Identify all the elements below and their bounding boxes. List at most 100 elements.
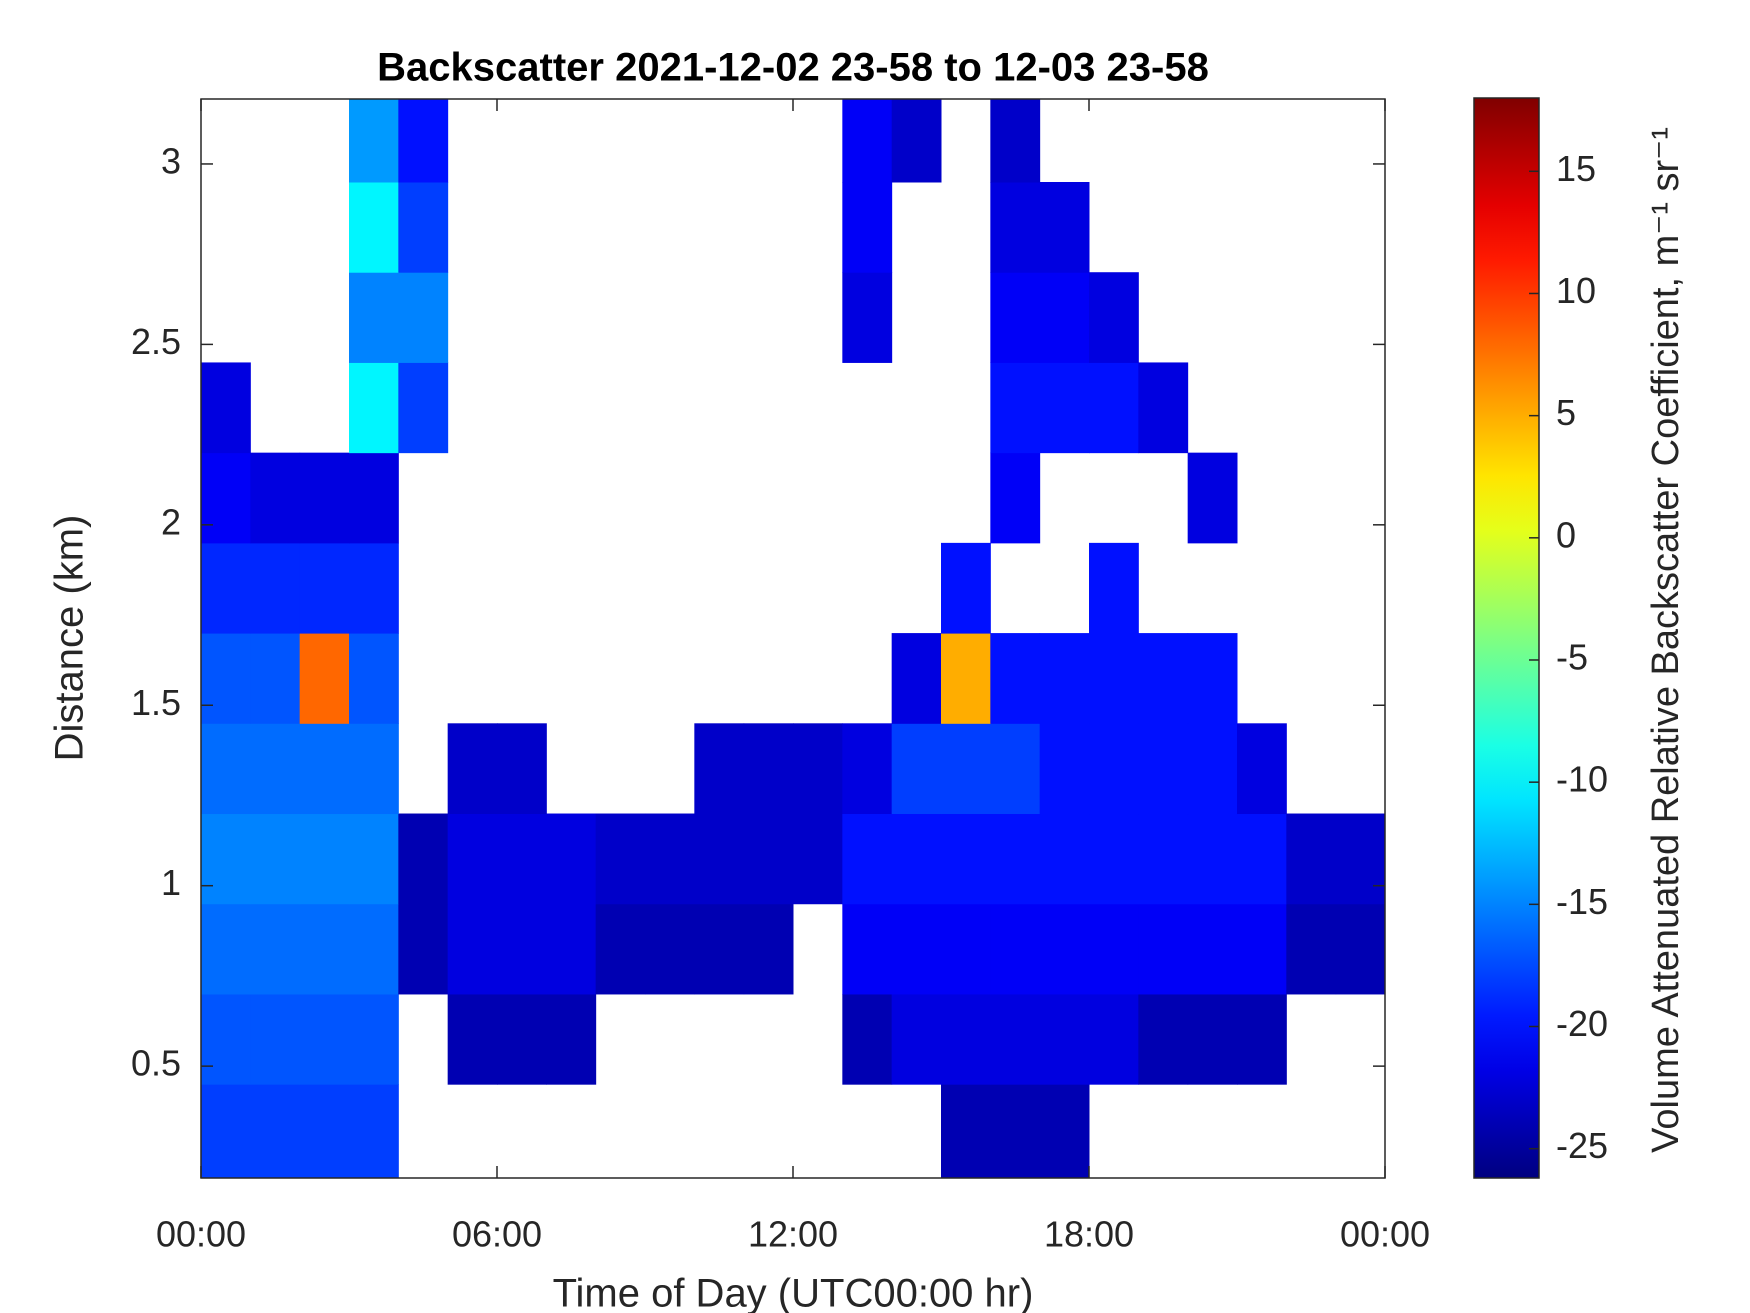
heatmap-cell	[447, 993, 498, 1085]
chart-title: Backscatter 2021-12-02 23-58 to 12-03 23…	[377, 46, 1209, 90]
heatmap-cell	[842, 182, 893, 273]
x-tick-label: 00:00	[1340, 1214, 1430, 1255]
heatmap-cell	[1039, 903, 1090, 995]
heatmap-cell	[1187, 903, 1238, 995]
y-tick-label: 0.5	[131, 1043, 181, 1084]
colorbar-label: Volume Attenuated Relative Backscatter C…	[1645, 127, 1687, 1153]
heatmap-cell	[349, 99, 399, 183]
heatmap-cell	[1039, 272, 1090, 363]
heatmap-cell	[694, 813, 745, 905]
heatmap-cell	[743, 813, 794, 905]
heatmap-cell	[842, 272, 893, 363]
heatmap-cell	[1039, 723, 1090, 815]
heatmap-cell	[990, 362, 1041, 454]
heatmap-cell	[990, 903, 1041, 995]
heatmap-cell	[990, 99, 1041, 183]
heatmap-cell	[349, 903, 399, 995]
heatmap-cell	[1089, 813, 1139, 905]
heatmap-cell	[349, 542, 399, 634]
heatmap-cell	[546, 903, 597, 995]
heatmap-cell	[1237, 993, 1287, 1085]
heatmap-cell	[250, 813, 301, 905]
heatmap-cell	[1039, 993, 1090, 1085]
heatmap-cell	[349, 362, 399, 454]
heatmap-cell	[743, 903, 794, 995]
heatmap-cell	[941, 542, 991, 634]
heatmap	[201, 99, 1386, 1179]
heatmap-cell	[645, 813, 695, 905]
heatmap-cell	[842, 993, 893, 1085]
heatmap-cell	[990, 1084, 1041, 1179]
heatmap-cell	[1089, 993, 1139, 1085]
x-tick-label: 00:00	[156, 1214, 246, 1255]
x-axis-label: Time of Day (UTC00:00 hr)	[553, 1272, 1034, 1313]
heatmap-cell	[990, 723, 1041, 815]
heatmap-cell	[1039, 633, 1090, 724]
heatmap-cell	[447, 903, 498, 995]
heatmap-cell	[1089, 723, 1139, 815]
heatmap-cell	[201, 993, 251, 1085]
heatmap-cell	[1039, 1084, 1090, 1179]
heatmap-cell	[1089, 633, 1139, 724]
heatmap-cell	[891, 903, 942, 995]
heatmap-cell	[595, 813, 646, 905]
heatmap-cell	[349, 272, 399, 363]
heatmap-cell	[299, 1084, 350, 1179]
heatmap-cell	[349, 633, 399, 724]
heatmap-cell	[398, 272, 449, 363]
heatmap-cell	[1138, 723, 1189, 815]
heatmap-cell	[1039, 813, 1090, 905]
heatmap-cell	[990, 993, 1041, 1085]
heatmap-cell	[299, 633, 350, 724]
heatmap-cell	[990, 452, 1041, 544]
heatmap-cell	[299, 993, 350, 1085]
heatmap-cell	[1335, 903, 1386, 995]
heatmap-cell	[546, 813, 597, 905]
colorbar-tick-label: 0	[1556, 514, 1576, 555]
heatmap-cell	[349, 813, 399, 905]
heatmap-cell	[891, 99, 942, 183]
heatmap-cell	[349, 723, 399, 815]
heatmap-cell	[497, 903, 547, 995]
heatmap-cell	[546, 993, 597, 1085]
heatmap-cell	[941, 723, 991, 815]
heatmap-cell	[299, 813, 350, 905]
heatmap-cell	[201, 542, 251, 634]
heatmap-cell	[250, 452, 301, 544]
heatmap-cell	[990, 272, 1041, 363]
y-tick-label: 2	[161, 501, 181, 542]
heatmap-cell	[1039, 182, 1090, 273]
heatmap-cell	[990, 633, 1041, 724]
heatmap-cell	[201, 723, 251, 815]
colorbar-tick-label: -10	[1556, 759, 1608, 800]
heatmap-cell	[1089, 542, 1139, 634]
heatmap-cell	[1335, 813, 1386, 905]
heatmap-cell	[250, 993, 301, 1085]
colorbar-tick-label: 10	[1556, 270, 1596, 311]
heatmap-cell	[1187, 633, 1238, 724]
heatmap-cell	[941, 903, 991, 995]
heatmap-cell	[793, 723, 843, 815]
heatmap-cell	[349, 182, 399, 273]
heatmap-cell	[1138, 813, 1189, 905]
heatmap-cell	[1237, 903, 1287, 995]
y-tick-label: 3	[161, 140, 181, 181]
heatmap-cell	[694, 903, 745, 995]
heatmap-cell	[1237, 723, 1287, 815]
heatmap-cell	[941, 993, 991, 1085]
y-tick-label: 1.5	[131, 682, 181, 723]
heatmap-cell	[250, 1084, 301, 1179]
heatmap-cell	[398, 182, 449, 273]
heatmap-cell	[250, 633, 301, 724]
heatmap-cell	[497, 993, 547, 1085]
heatmap-cell	[398, 362, 449, 454]
heatmap-cell	[595, 903, 646, 995]
heatmap-cell	[447, 723, 498, 815]
heatmap-cell	[1286, 903, 1337, 995]
heatmap-cell	[398, 903, 449, 995]
x-tick-label: 12:00	[748, 1214, 838, 1255]
heatmap-cell	[891, 633, 942, 724]
heatmap-cell	[842, 99, 893, 183]
